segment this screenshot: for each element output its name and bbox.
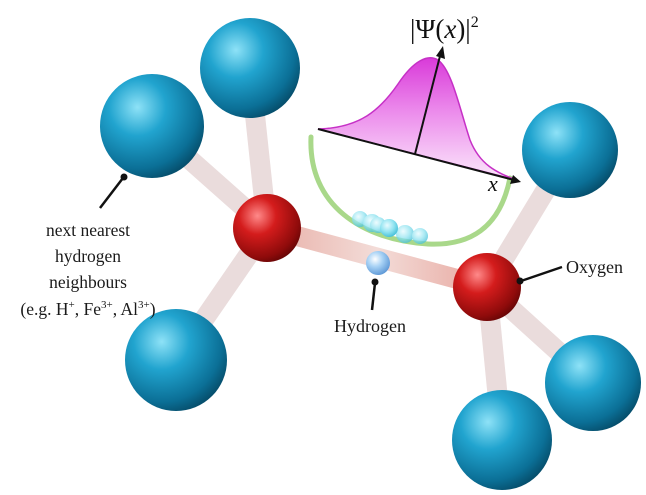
neighbours-pointer-dot [120, 173, 128, 181]
x-axis-arrowhead [510, 175, 521, 184]
neighbour-atom-upper-left [200, 18, 300, 118]
atoms [100, 18, 641, 490]
hydrogen-pointer-dot [371, 278, 379, 286]
oxygen-atom-right [453, 253, 521, 321]
oxygen-atom-left [233, 194, 301, 262]
oxygen-pointer-line [520, 265, 563, 283]
annotations: Oxygen Hydrogen next nearest hydrogen ne… [20, 173, 623, 336]
neighbours-label-line-1: next nearest [46, 220, 130, 240]
neighbours-label-line-3: neighbours [49, 272, 127, 292]
neighbour-atom-lower-left [125, 309, 227, 411]
neighbours-label-line-2: hydrogen [55, 246, 121, 266]
neighbour-atom-lower-right [452, 390, 552, 490]
proton-position-center [380, 219, 398, 237]
neighbours-label-line-4: (e.g. H+, Fe3+, Al3+) [20, 299, 155, 319]
neighbours-label: next nearest hydrogen neighbours (e.g. H… [20, 220, 155, 319]
neighbour-atom-left [100, 74, 204, 178]
x-axis-label: x [487, 171, 498, 196]
oxygen-label: Oxygen [566, 257, 623, 277]
hydrogen-label: Hydrogen [334, 316, 406, 336]
oxygen-pointer-dot [516, 277, 524, 285]
y-axis-label: |Ψ(x)|2 [410, 14, 479, 44]
x-axis [317, 128, 515, 181]
delocalized-proton-positions [352, 211, 428, 244]
wavefunction-plot: |Ψ(x)|2 x [308, 14, 521, 247]
hydrogen-atom [366, 251, 390, 275]
neighbours-pointer-line [99, 177, 124, 209]
proton-position [396, 225, 414, 243]
proton-position [412, 228, 428, 244]
probability-density-curve [317, 57, 517, 181]
neighbour-atom-right [545, 335, 641, 431]
y-axis-arrowhead [436, 46, 445, 59]
neighbour-atom-upper-right [522, 102, 618, 198]
y-axis [414, 55, 441, 155]
hydrogen-pointer-line [370, 282, 377, 311]
